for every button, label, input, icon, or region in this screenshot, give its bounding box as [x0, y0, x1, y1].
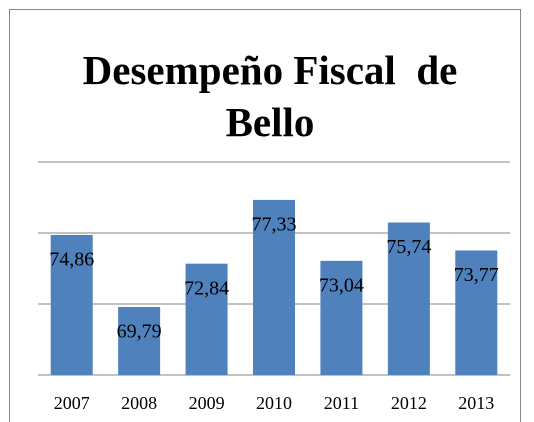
data-label: 72,84 — [184, 277, 229, 299]
data-label: 77,33 — [252, 214, 297, 236]
x-tick-label: 2013 — [458, 393, 494, 413]
x-tick-label: 2010 — [256, 393, 292, 413]
bar — [118, 306, 161, 375]
data-label: 73,04 — [319, 274, 364, 296]
x-tick-label: 2008 — [121, 393, 157, 413]
x-tick-label: 2012 — [391, 393, 427, 413]
bar — [455, 250, 498, 375]
bar — [320, 260, 363, 375]
data-label: 73,77 — [454, 264, 499, 286]
bar — [50, 234, 93, 375]
bar — [185, 263, 228, 375]
data-label: 69,79 — [117, 321, 162, 343]
bar — [253, 199, 295, 375]
chart-title: Desempeño Fiscal de Bello — [82, 47, 468, 145]
x-tick-label: 2011 — [324, 393, 359, 413]
bar — [387, 222, 430, 375]
x-tick-label: 2007 — [54, 393, 90, 413]
data-label: 75,74 — [386, 236, 431, 258]
x-tick-label: 2009 — [189, 393, 225, 413]
data-label: 74,86 — [49, 249, 94, 271]
chart-frame — [9, 9, 521, 422]
